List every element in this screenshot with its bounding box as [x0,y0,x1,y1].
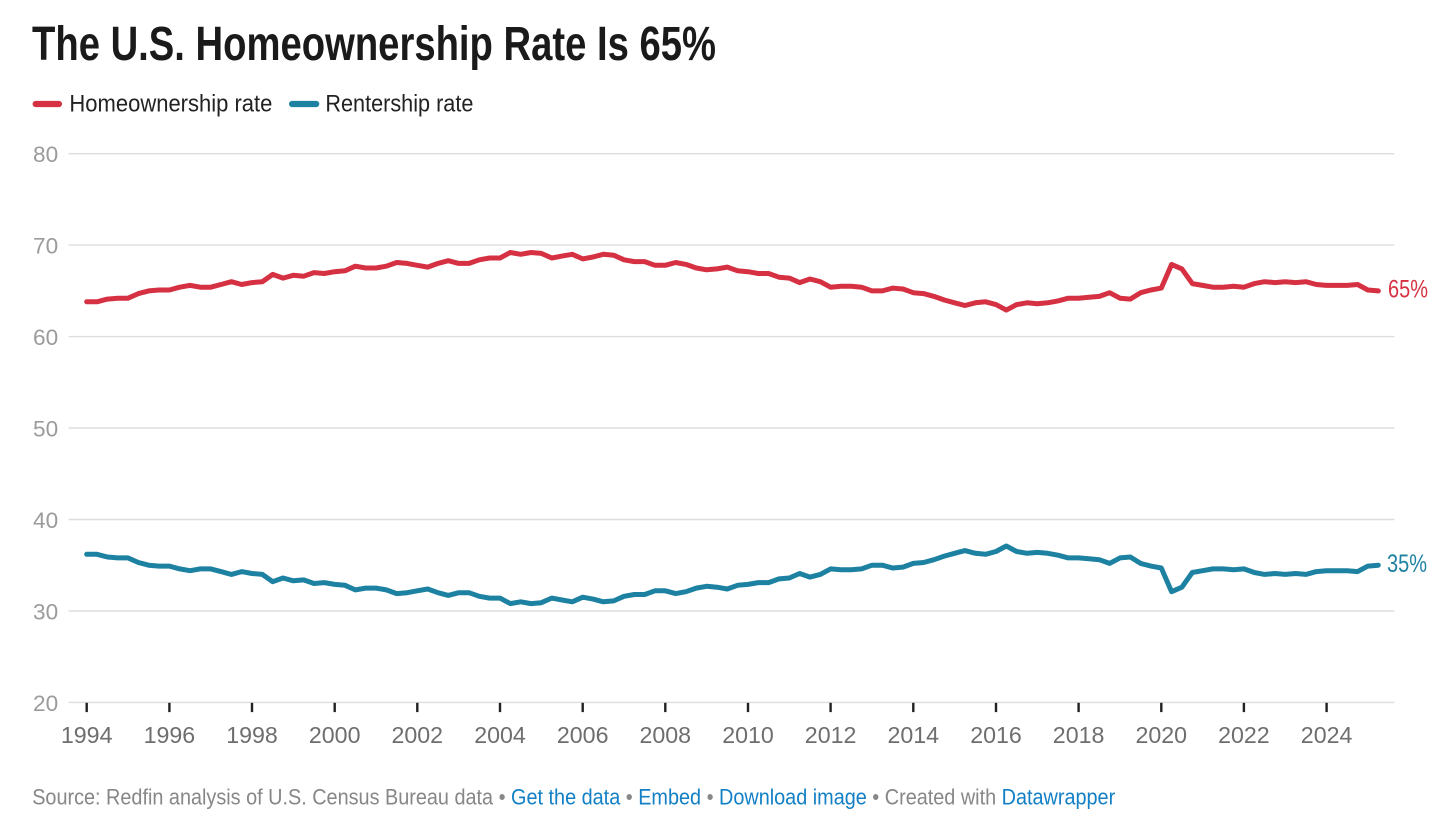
svg-text:65%: 65% [1388,277,1428,304]
svg-text:2004: 2004 [474,722,526,748]
svg-text:2002: 2002 [392,722,444,748]
svg-text:2012: 2012 [805,722,857,748]
svg-text:20: 20 [33,691,58,716]
svg-text:1998: 1998 [226,722,278,748]
svg-text:30: 30 [33,600,58,625]
svg-text:2010: 2010 [722,722,774,748]
svg-text:35%: 35% [1387,551,1427,578]
svg-text:2000: 2000 [309,722,361,748]
svg-text:2024: 2024 [1301,722,1353,748]
svg-text:Source: Redfin analysis of U.S: Source: Redfin analysis of U.S. Census B… [32,784,1115,809]
svg-text:2022: 2022 [1218,722,1270,748]
svg-text:2008: 2008 [640,722,692,748]
svg-text:80: 80 [33,142,58,167]
svg-text:2014: 2014 [888,722,940,748]
svg-text:60: 60 [33,325,58,350]
svg-text:Rentership rate: Rentership rate [325,90,473,117]
svg-text:2016: 2016 [970,722,1022,748]
svg-text:1996: 1996 [144,722,196,748]
svg-text:50: 50 [33,417,58,442]
svg-text:2006: 2006 [557,722,609,748]
svg-text:Homeownership rate: Homeownership rate [69,90,272,117]
svg-text:70: 70 [33,234,58,259]
svg-text:The U.S. Homeownership Rate Is: The U.S. Homeownership Rate Is 65% [32,18,716,71]
svg-text:2020: 2020 [1136,722,1188,748]
svg-text:2018: 2018 [1053,722,1105,748]
svg-text:1994: 1994 [61,722,113,748]
svg-text:40: 40 [33,508,58,533]
